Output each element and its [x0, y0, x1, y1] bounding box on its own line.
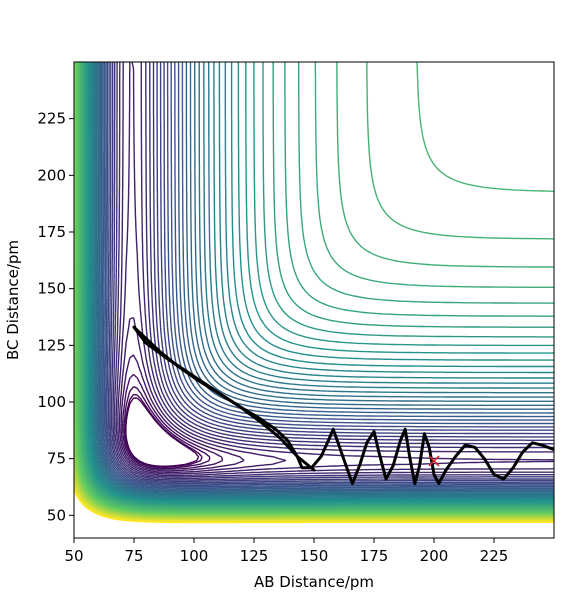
contour-level [123, 385, 211, 469]
contour-level [120, 354, 245, 472]
contour-level [83, 62, 554, 507]
trajectory-path [132, 325, 554, 486]
contour-level [93, 62, 554, 498]
contour-level [85, 62, 554, 505]
y-tick-label: 100 [37, 393, 66, 411]
x-tick-label: 200 [420, 547, 449, 565]
contour-level [118, 316, 287, 473]
marker-x-stroke [428, 455, 440, 467]
contour-level [81, 62, 554, 508]
contour-level [84, 62, 554, 506]
x-tick-label: 150 [300, 547, 329, 565]
y-tick-label: 75 [47, 450, 66, 468]
trajectory [132, 325, 554, 486]
marker [428, 455, 440, 467]
y-tick-label: 200 [37, 166, 66, 184]
contour-level [124, 393, 203, 468]
contour-level [98, 62, 554, 493]
x-axis-ticks: 50 75 100 125 150 175 200 225 [64, 538, 508, 565]
contour-level [106, 62, 554, 485]
x-tick-label: 175 [360, 547, 389, 565]
contour-level [81, 62, 554, 509]
trajectory-return-path [132, 325, 316, 472]
contour-level [94, 62, 554, 497]
contour-level [91, 62, 554, 500]
contour-level [89, 62, 554, 502]
contour-level [82, 62, 554, 508]
contour-level [103, 62, 554, 488]
y-tick-label: 150 [37, 280, 66, 298]
contour-level [96, 62, 554, 495]
x-tick-label: 50 [64, 547, 83, 565]
x-tick-label: 125 [240, 547, 269, 565]
contour-level [102, 62, 554, 489]
x-axis-label: AB Distance/pm [254, 573, 374, 591]
contour-lines [74, 62, 554, 524]
y-axis-label: BC Distance/pm [4, 240, 22, 360]
contour-level [110, 62, 554, 481]
y-tick-label: 125 [37, 336, 66, 354]
contour-level [88, 62, 554, 503]
contour-level [112, 62, 554, 480]
y-tick-label: 225 [37, 110, 66, 128]
contour-level [101, 62, 554, 490]
contour-level [90, 62, 554, 501]
contour-level [86, 62, 554, 504]
contour-level [87, 62, 554, 503]
y-tick-label: 50 [47, 506, 66, 524]
contour-level [74, 489, 554, 524]
x-tick-label: 75 [124, 547, 143, 565]
x-tick-label: 100 [180, 547, 209, 565]
contour-level [92, 62, 554, 499]
contour-level [97, 62, 554, 494]
contour-level [105, 62, 554, 487]
y-tick-label: 175 [37, 223, 66, 241]
contour-level [109, 62, 554, 483]
y-axis-ticks: 50 75 100 125 150 175 200 225 [37, 110, 74, 524]
contour-level [95, 62, 554, 496]
x-tick-label: 225 [480, 547, 509, 565]
contour-level [122, 373, 224, 470]
